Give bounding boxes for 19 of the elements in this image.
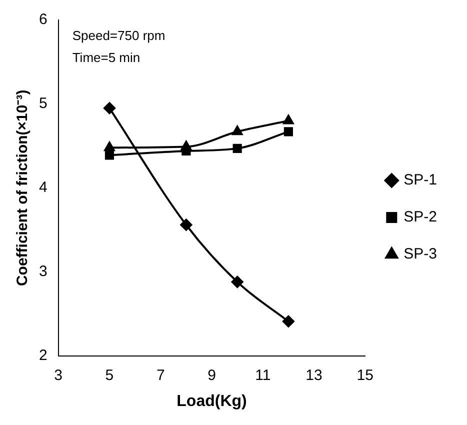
annotation: Speed=750 rpm	[72, 28, 166, 44]
legend-label: SP-3	[404, 246, 438, 263]
annotation: Time=5 min	[72, 50, 140, 66]
y-tick-label: 2	[39, 346, 48, 364]
x-tick-label: 9	[208, 366, 216, 384]
y-tick-label: 6	[39, 11, 48, 28]
x-tick-label: 3	[54, 366, 63, 384]
x-tick-label: 11	[255, 366, 271, 384]
x-tick-label: 15	[356, 366, 374, 384]
x-tick-label: 7	[156, 366, 165, 384]
y-tick-label: 3	[39, 262, 48, 280]
y-axis-title: Coefficient of friction(×10⁻³)	[14, 90, 32, 286]
y-tick-label: 4	[39, 179, 48, 196]
legend-label: SP-1	[404, 172, 438, 189]
x-axis-title: Load(Kg)	[176, 392, 247, 410]
legend-label: SP-2	[404, 208, 438, 226]
x-tick-label: 13	[306, 366, 322, 384]
x-tick-label: 5	[105, 366, 114, 384]
y-tick-label: 5	[39, 95, 48, 112]
